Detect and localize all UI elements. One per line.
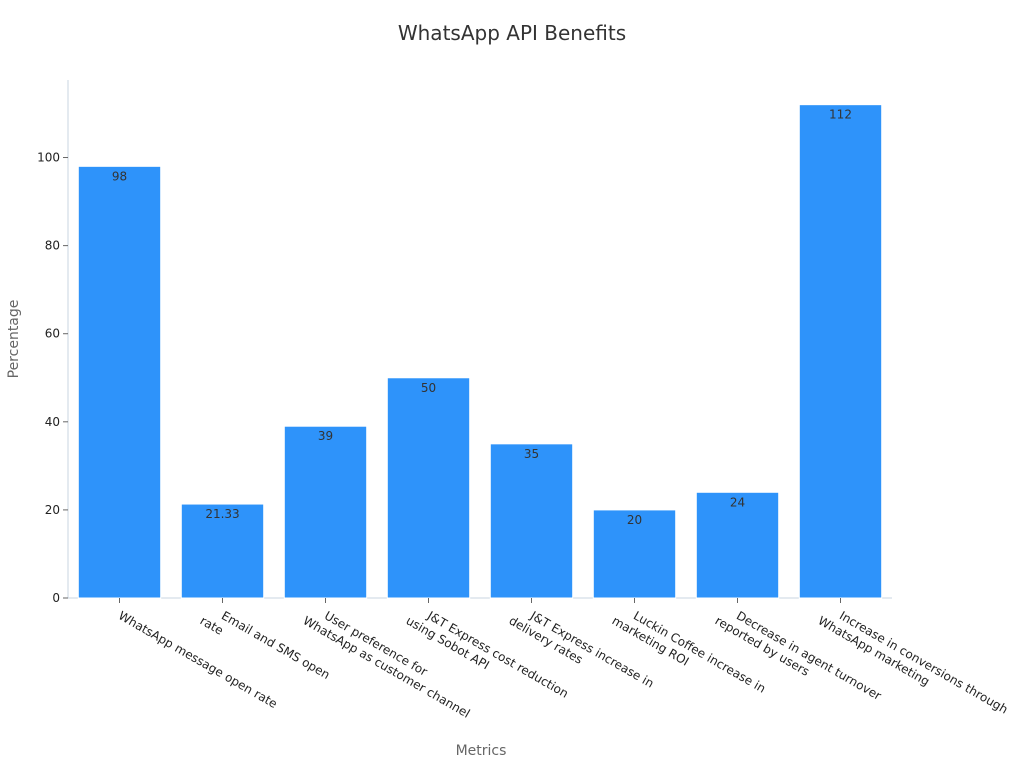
y-axis-title: Percentage [6, 300, 22, 379]
x-axis-title: Metrics [456, 743, 507, 759]
bar [489, 443, 574, 599]
x-tick-label: Increase in conversions throughWhatsApp … [816, 600, 1011, 729]
data-label: 20 [627, 513, 642, 527]
data-label: 35 [524, 447, 539, 461]
y-tick-label: 0 [52, 591, 60, 605]
bar [77, 165, 162, 599]
chart-title: WhatsApp API Benefits [398, 21, 626, 45]
data-label: 112 [829, 108, 852, 122]
bar [695, 491, 780, 599]
y-tick-label: 20 [45, 503, 60, 517]
bar [180, 503, 265, 599]
y-tick-label: 100 [37, 151, 60, 165]
x-tick-label: Email and SMS openrate [198, 600, 333, 695]
bar [798, 104, 883, 599]
data-label: 98 [112, 169, 127, 183]
y-tick-label: 60 [45, 327, 60, 341]
x-tick-label: User preference forWhatsApp as customer … [301, 600, 480, 720]
bar [283, 425, 368, 599]
data-label: 50 [421, 381, 436, 395]
data-label: 24 [730, 495, 745, 509]
y-tick-label: 80 [45, 239, 60, 253]
data-label: 21.33 [205, 507, 239, 521]
x-tick-label-line: Increase in conversions through [837, 608, 1010, 716]
bar [386, 377, 471, 599]
y-tick-label: 40 [45, 415, 60, 429]
bar [592, 509, 677, 599]
data-label: 39 [318, 429, 333, 443]
